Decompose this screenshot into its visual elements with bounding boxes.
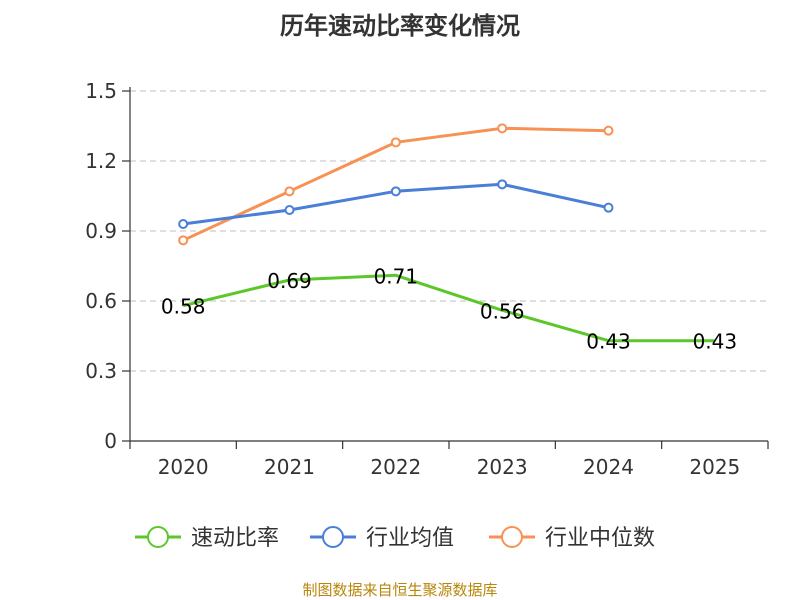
series-line-0 (182, 273, 715, 343)
x-tick-label: 2020 (158, 455, 209, 479)
legend-label: 行业中位数 (545, 526, 655, 551)
data-label: 0.69 (267, 269, 312, 293)
x-tick-label: 2025 (689, 455, 740, 479)
data-label: 0.43 (693, 330, 738, 354)
data-point[interactable] (178, 219, 189, 229)
legend-circle-icon (322, 526, 344, 548)
data-point[interactable] (284, 205, 295, 215)
legend-circle-icon (147, 526, 169, 548)
data-point[interactable] (390, 186, 401, 197)
data-label: 0.58 (161, 295, 206, 319)
data-point[interactable] (497, 179, 508, 190)
y-tick-label: 0.6 (85, 289, 117, 313)
data-point[interactable] (603, 125, 614, 136)
legend-label: 行业均值 (366, 526, 454, 551)
y-tick-label: 1.2 (85, 149, 117, 173)
x-tick-label: 2023 (477, 455, 528, 479)
x-tick-label: 2024 (583, 455, 634, 479)
data-label: 0.56 (480, 299, 525, 323)
legend-item-2[interactable]: 行业中位数 (489, 526, 655, 551)
data-point[interactable] (284, 186, 295, 197)
data-source-note: 制图数据来自恒生聚源数据库 (302, 581, 497, 599)
y-tick-label: 1.5 (85, 79, 117, 103)
grid-lines (130, 90, 768, 372)
axes: 0 0.3 0.6 0.9 1.2 1.5 2020 2021 2022 2023 2024 2025 (85, 79, 769, 479)
legend-item-0[interactable]: 速动比率 (135, 526, 279, 551)
y-tick-label: 0 (104, 429, 117, 453)
legend-label: 速动比率 (191, 526, 279, 551)
y-tick-label: 0.3 (85, 359, 117, 383)
y-tick-label: 0.9 (85, 219, 117, 243)
legend-item-1[interactable]: 行业均值 (310, 526, 454, 551)
data-labels: 0.58 0.69 0.71 0.56 0.43 0.43 (161, 264, 737, 353)
chart-title: 历年速动比率变化情况 (280, 12, 520, 40)
data-point[interactable] (178, 235, 189, 246)
data-point[interactable] (390, 137, 401, 148)
data-point[interactable] (603, 202, 614, 213)
data-label: 0.43 (586, 330, 631, 354)
x-tick-label: 2021 (264, 455, 315, 479)
legend-circle-icon (501, 526, 523, 548)
data-label: 0.71 (374, 264, 419, 288)
x-tick-label: 2022 (370, 455, 421, 479)
legend[interactable]: 速动比率 行业均值 行业中位数 (135, 526, 655, 551)
data-point[interactable] (497, 123, 508, 134)
series-lines (178, 123, 715, 343)
